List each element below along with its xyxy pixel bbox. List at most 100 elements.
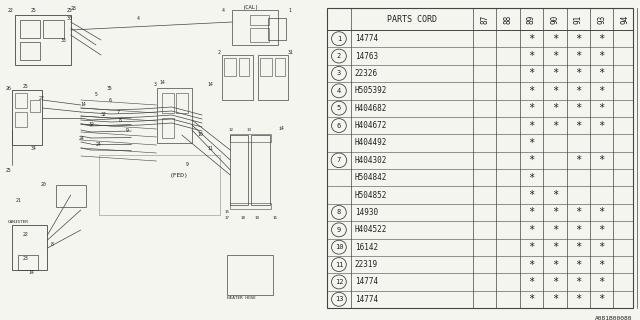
Bar [30, 100, 40, 112]
Text: *: * [575, 68, 581, 78]
Text: *: * [552, 51, 558, 61]
Text: 25: 25 [22, 84, 28, 89]
Text: *: * [552, 207, 558, 217]
Text: 18: 18 [241, 216, 245, 220]
Text: *: * [575, 242, 581, 252]
Text: (CAL): (CAL) [243, 4, 259, 10]
Text: 14930: 14930 [355, 208, 378, 217]
Text: 28: 28 [70, 5, 76, 11]
Bar [56, 185, 86, 207]
Text: PARTS CORD: PARTS CORD [387, 14, 437, 23]
Text: 14: 14 [159, 79, 165, 84]
Text: 5: 5 [95, 92, 98, 98]
Text: 11: 11 [335, 261, 343, 268]
Bar [99, 155, 220, 215]
Text: 14774: 14774 [355, 295, 378, 304]
Text: 14774: 14774 [355, 277, 378, 286]
Text: 14774: 14774 [355, 34, 378, 43]
Text: 3: 3 [154, 83, 156, 87]
Text: 25: 25 [6, 167, 12, 172]
Text: 1: 1 [337, 36, 341, 42]
Circle shape [332, 240, 346, 254]
Bar [232, 10, 278, 45]
Text: 9: 9 [337, 227, 341, 233]
Bar [161, 118, 173, 138]
Text: H404682: H404682 [355, 104, 387, 113]
Text: *: * [598, 121, 605, 131]
Bar [252, 135, 269, 205]
Circle shape [332, 205, 346, 220]
Text: 14763: 14763 [355, 52, 378, 60]
Text: *: * [529, 277, 534, 287]
Text: 90: 90 [550, 14, 559, 24]
Text: 14: 14 [81, 102, 86, 108]
Bar [176, 93, 188, 113]
Text: (FED): (FED) [170, 172, 188, 178]
Text: *: * [575, 103, 581, 113]
Text: *: * [575, 155, 581, 165]
Text: 9: 9 [186, 163, 189, 167]
Text: *: * [529, 51, 534, 61]
Text: *: * [598, 34, 605, 44]
Text: *: * [598, 51, 605, 61]
Bar [15, 93, 28, 108]
Text: *: * [575, 294, 581, 304]
Text: *: * [529, 138, 534, 148]
Text: *: * [529, 225, 534, 235]
Circle shape [332, 32, 346, 46]
Bar [12, 225, 47, 270]
Text: 1: 1 [289, 7, 292, 12]
Bar [239, 58, 250, 76]
Bar [250, 28, 269, 42]
Text: 20: 20 [40, 182, 46, 188]
Text: 7: 7 [337, 157, 341, 163]
Text: 32: 32 [101, 113, 107, 117]
Text: 24: 24 [79, 135, 84, 140]
Text: 30: 30 [67, 15, 72, 20]
Bar [20, 20, 40, 38]
Bar [20, 42, 40, 60]
Text: *: * [552, 190, 558, 200]
Text: *: * [552, 103, 558, 113]
Text: *: * [552, 68, 558, 78]
Text: *: * [552, 294, 558, 304]
Text: *: * [529, 173, 534, 183]
Bar [15, 15, 70, 65]
Text: 10: 10 [335, 244, 343, 250]
Text: 88: 88 [504, 14, 513, 24]
Text: *: * [529, 242, 534, 252]
Text: 87: 87 [480, 14, 489, 24]
Text: 16142: 16142 [355, 243, 378, 252]
Text: 5: 5 [337, 105, 341, 111]
Circle shape [332, 258, 346, 271]
Bar [250, 15, 269, 25]
Text: 10: 10 [197, 132, 203, 138]
Text: 9: 9 [126, 127, 129, 132]
Text: 12: 12 [228, 128, 233, 132]
Text: 17: 17 [224, 216, 229, 220]
Text: 19: 19 [255, 216, 260, 220]
Text: 8: 8 [337, 209, 341, 215]
Text: 22: 22 [8, 7, 14, 12]
Text: 8: 8 [119, 117, 122, 123]
Text: 24: 24 [96, 142, 102, 148]
Text: 16: 16 [273, 216, 278, 220]
Text: H504842: H504842 [355, 173, 387, 182]
Text: 93: 93 [597, 14, 606, 24]
Text: *: * [598, 155, 605, 165]
Text: i4: i4 [279, 125, 285, 131]
Text: *: * [598, 225, 605, 235]
Text: *: * [552, 86, 558, 96]
Text: *: * [529, 34, 534, 44]
Bar [15, 112, 28, 127]
Text: *: * [552, 242, 558, 252]
Text: H404672: H404672 [355, 121, 387, 130]
Text: 31: 31 [288, 50, 294, 54]
Text: 14: 14 [28, 270, 34, 276]
Text: *: * [529, 155, 534, 165]
Circle shape [332, 67, 346, 80]
Text: *: * [529, 294, 534, 304]
Text: 94: 94 [621, 14, 630, 24]
Text: 13: 13 [246, 128, 252, 132]
Bar [257, 55, 288, 100]
